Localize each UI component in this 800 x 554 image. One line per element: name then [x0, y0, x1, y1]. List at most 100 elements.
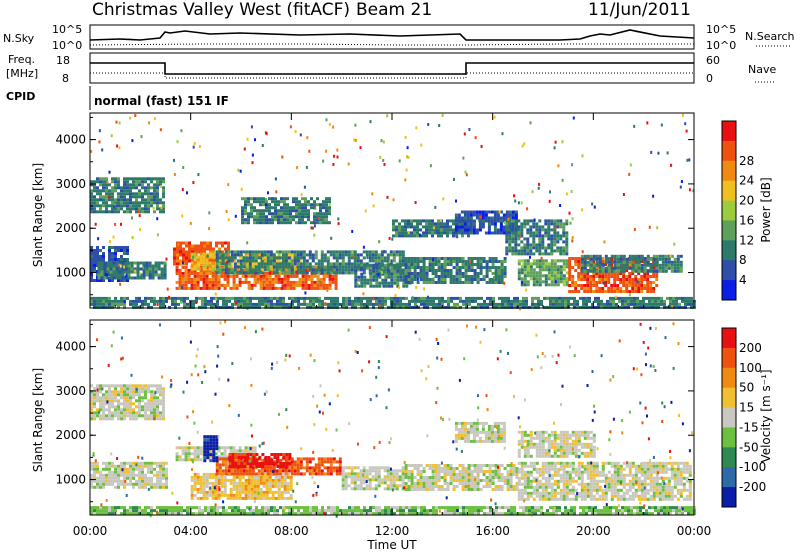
power-cell — [287, 271, 291, 275]
velocity-cell — [90, 399, 93, 403]
power-cell — [135, 302, 138, 306]
power-cell — [470, 281, 474, 284]
power-cell — [316, 277, 320, 281]
power-cell — [188, 247, 191, 251]
power-cell — [450, 305, 453, 309]
power-cell — [214, 274, 218, 278]
power-cell — [130, 261, 134, 265]
power-scatter-point — [465, 173, 468, 177]
power-echo-region — [517, 259, 569, 287]
power-cell — [118, 273, 122, 277]
power-cell — [471, 305, 474, 309]
power-cell — [205, 277, 209, 281]
power-cell — [618, 299, 621, 303]
velocity-cell — [108, 467, 111, 471]
power-cell — [595, 287, 599, 290]
velocity-cell — [93, 467, 96, 471]
velocity-cell — [144, 461, 147, 465]
power-cell — [129, 195, 132, 199]
power-cell — [138, 296, 141, 300]
velocity-cell — [111, 417, 114, 421]
power-cell — [193, 274, 197, 278]
velocity-cell — [159, 390, 162, 394]
power-cell — [398, 222, 401, 226]
nsky-tick-bottom: 10^0 — [52, 39, 82, 52]
power-cell — [402, 278, 406, 282]
power-cell — [126, 192, 129, 196]
power-cell — [258, 302, 261, 306]
power-cell — [652, 254, 656, 258]
power-cell — [410, 219, 413, 223]
power-cell — [148, 264, 152, 268]
velocity-cell — [129, 470, 132, 474]
power-scatter-point — [378, 304, 381, 308]
velocity-cell — [229, 478, 233, 482]
power-scatter-point — [383, 250, 385, 254]
power-cell — [263, 268, 267, 272]
power-cell — [392, 253, 396, 257]
power-cell — [217, 258, 221, 262]
power-colorbar-tick: 20 — [739, 194, 754, 208]
power-cell — [182, 256, 185, 260]
power-cell — [553, 262, 557, 266]
power-scatter-point — [364, 209, 367, 213]
power-cell — [511, 216, 515, 220]
power-cell — [446, 231, 449, 235]
velocity-cell — [96, 464, 99, 468]
power-cell — [147, 195, 150, 199]
power-cell — [517, 231, 521, 235]
velocity-cell — [214, 493, 218, 497]
power-scatter-point — [156, 233, 159, 237]
power-cell — [416, 257, 420, 260]
velocity-cell — [93, 417, 96, 421]
power-cell — [646, 275, 650, 278]
power-cell — [402, 272, 406, 276]
power-cell — [487, 222, 491, 226]
power-cell — [598, 281, 602, 284]
velocity-cell — [238, 449, 242, 453]
power-cell — [196, 255, 200, 259]
velocity-cell — [111, 384, 114, 388]
power-cell — [117, 207, 120, 211]
velocity-cell — [150, 417, 153, 421]
power-cell — [271, 215, 274, 219]
power-echo-region — [580, 254, 683, 273]
power-cell — [525, 302, 528, 306]
power-cell — [321, 305, 324, 309]
power-cell — [416, 263, 420, 266]
power-cell — [413, 278, 417, 281]
velocity-cell — [205, 475, 209, 479]
power-cell — [401, 259, 405, 263]
power-cell — [505, 219, 509, 223]
power-cell — [357, 296, 360, 300]
power-cell — [328, 212, 331, 216]
power-cell — [675, 302, 678, 306]
power-cell — [123, 183, 126, 187]
power-cell — [197, 244, 200, 248]
power-scatter-point — [337, 222, 340, 226]
power-scatter-point — [411, 296, 414, 300]
power-cell — [523, 280, 527, 284]
power-cell — [511, 237, 515, 241]
power-cell — [266, 253, 270, 257]
power-cell — [341, 271, 345, 275]
power-cell — [283, 267, 287, 271]
power-scatter-point — [329, 209, 331, 213]
power-cell — [432, 296, 435, 300]
power-cell — [592, 278, 596, 281]
power-cell — [223, 274, 227, 278]
velocity-cell — [153, 467, 156, 471]
nsky-label: N.Sky — [3, 32, 35, 45]
power-cell — [601, 275, 605, 278]
power-cell — [111, 189, 114, 193]
power-cell — [508, 213, 512, 217]
power-cell — [312, 299, 315, 303]
power-scatter-point — [553, 146, 556, 150]
power-cell — [229, 261, 233, 265]
power-cell — [360, 266, 364, 270]
power-cell — [640, 263, 644, 267]
power-cell — [532, 259, 536, 263]
power-cell — [592, 272, 596, 275]
power-cell — [139, 267, 143, 271]
power-cell — [437, 225, 440, 229]
